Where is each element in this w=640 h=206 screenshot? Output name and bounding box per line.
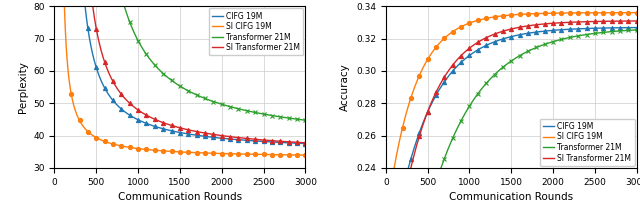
- Transformer 21M: [601, 31, 609, 34]
- SI CIFG 19M: [297, 154, 305, 156]
- Transformer 21M: [147, 59, 154, 61]
- SI CIFG 19M: [79, 125, 87, 128]
- Line: Transformer 21M: Transformer 21M: [441, 30, 637, 168]
- X-axis label: Communication Rounds: Communication Rounds: [118, 192, 242, 202]
- Transformer 21M: [301, 119, 309, 122]
- Transformer 21M: [478, 87, 486, 89]
- SI CIFG 19M: [633, 12, 640, 14]
- SI Transformer 21M: [426, 106, 433, 109]
- CIFG 19M: [411, 146, 419, 148]
- SI Transformer 21M: [633, 20, 640, 22]
- Transformer 21M: [157, 71, 165, 73]
- Transformer 21M: [633, 29, 640, 31]
- SI CIFG 19M: [269, 153, 277, 156]
- SI Transformer 21M: [301, 142, 309, 144]
- SI CIFG 19M: [601, 12, 609, 14]
- SI Transformer 21M: [94, 36, 102, 39]
- Y-axis label: Perplexity: Perplexity: [18, 61, 28, 113]
- CIFG 19M: [489, 41, 497, 44]
- CIFG 19M: [269, 141, 277, 143]
- SI Transformer 21M: [489, 33, 497, 36]
- CIFG 19M: [157, 127, 165, 130]
- SI Transformer 21M: [297, 141, 305, 144]
- Line: SI Transformer 21M: SI Transformer 21M: [93, 7, 305, 143]
- SI CIFG 19M: [426, 55, 433, 58]
- CIFG 19M: [94, 71, 102, 74]
- SI Transformer 21M: [601, 20, 609, 22]
- SI CIFG 19M: [301, 154, 309, 156]
- CIFG 19M: [633, 26, 640, 29]
- Line: Transformer 21M: Transformer 21M: [124, 6, 305, 120]
- Transformer 21M: [269, 115, 277, 117]
- Line: CIFG 19M: CIFG 19M: [85, 6, 305, 144]
- SI CIFG 19M: [478, 18, 486, 21]
- SI Transformer 21M: [269, 139, 277, 142]
- CIFG 19M: [601, 27, 609, 29]
- Y-axis label: Accuracy: Accuracy: [340, 63, 350, 111]
- Transformer 21M: [628, 29, 636, 31]
- SI Transformer 21M: [157, 121, 165, 123]
- CIFG 19M: [301, 142, 309, 145]
- SI CIFG 19M: [147, 149, 154, 151]
- Line: CIFG 19M: CIFG 19M: [408, 28, 637, 167]
- CIFG 19M: [628, 26, 636, 29]
- SI Transformer 21M: [628, 20, 636, 22]
- Line: SI CIFG 19M: SI CIFG 19M: [65, 7, 305, 155]
- SI CIFG 19M: [489, 16, 497, 18]
- Transformer 21M: [297, 118, 305, 121]
- SI Transformer 21M: [147, 116, 154, 119]
- CIFG 19M: [297, 142, 305, 145]
- SI CIFG 19M: [94, 137, 102, 140]
- CIFG 19M: [147, 124, 154, 126]
- CIFG 19M: [478, 46, 486, 49]
- Transformer 21M: [489, 75, 497, 77]
- SI CIFG 19M: [628, 12, 636, 14]
- X-axis label: Communication Rounds: Communication Rounds: [449, 192, 573, 202]
- Legend: CIFG 19M, SI CIFG 19M, Transformer 21M, SI Transformer 21M: CIFG 19M, SI CIFG 19M, Transformer 21M, …: [540, 119, 634, 166]
- Line: SI CIFG 19M: SI CIFG 19M: [394, 13, 637, 167]
- SI CIFG 19M: [411, 86, 419, 89]
- SI Transformer 21M: [478, 39, 486, 41]
- Line: SI Transformer 21M: SI Transformer 21M: [411, 21, 637, 167]
- CIFG 19M: [426, 107, 433, 109]
- SI Transformer 21M: [411, 152, 419, 155]
- Legend: CIFG 19M, SI CIFG 19M, Transformer 21M, SI Transformer 21M: CIFG 19M, SI CIFG 19M, Transformer 21M, …: [209, 8, 303, 55]
- SI CIFG 19M: [157, 150, 165, 152]
